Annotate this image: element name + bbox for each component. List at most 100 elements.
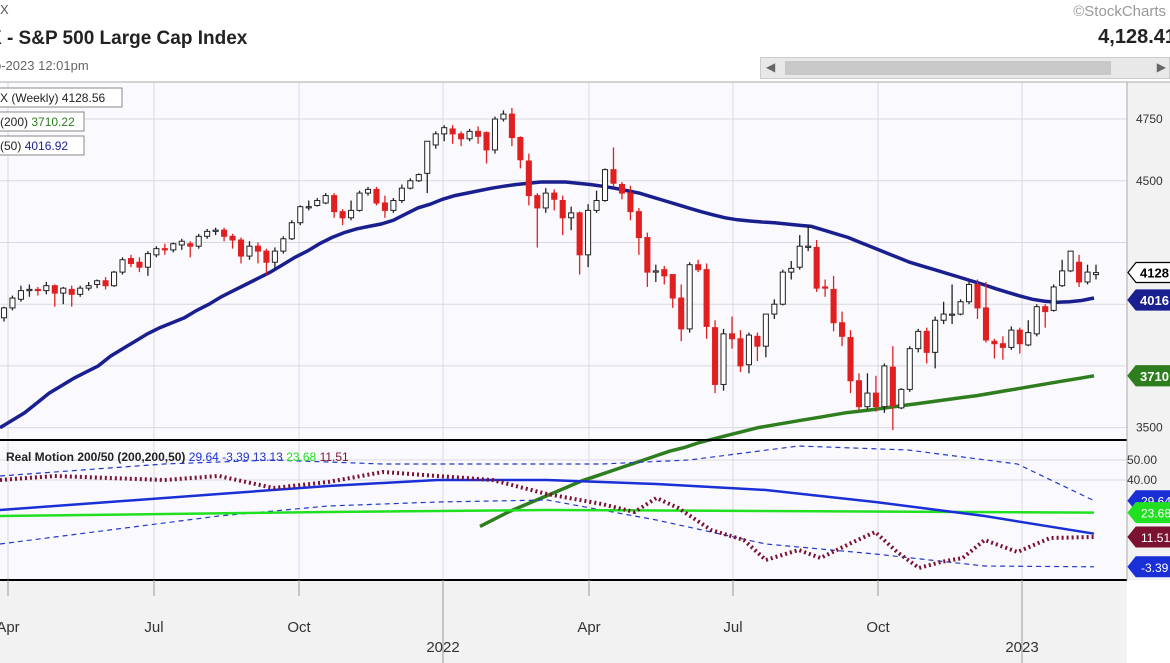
- symbol-label: X: [0, 2, 9, 17]
- candle-body: [864, 392, 871, 408]
- candle-body: [830, 288, 837, 324]
- bottom-axis-bg: [0, 580, 1127, 663]
- candle-body: [559, 200, 566, 219]
- candle-body: [508, 113, 515, 139]
- rm-green-line: [0, 508, 1095, 518]
- candle-body: [271, 250, 278, 263]
- candle-body: [940, 313, 947, 321]
- candle-body: [932, 319, 939, 353]
- candle-body: [839, 322, 846, 337]
- candle-body: [720, 333, 727, 385]
- candle-body: [678, 297, 685, 330]
- candle-body: [339, 211, 346, 219]
- scroll-left-icon[interactable]: ◀: [766, 60, 776, 74]
- legend-box: [0, 135, 85, 156]
- rm-tick-label: 50.00: [1127, 453, 1157, 467]
- candle-body: [43, 285, 50, 292]
- candle-body: [779, 271, 786, 305]
- rm-tag: [1127, 502, 1170, 524]
- rm-tag-label: 23.68: [1141, 507, 1170, 521]
- candle-body: [161, 248, 168, 251]
- candle-body: [424, 140, 431, 174]
- candle-body: [627, 192, 634, 213]
- rm-tag: [1127, 556, 1170, 578]
- candle-body: [982, 307, 989, 341]
- candle-body: [475, 130, 482, 137]
- candle-body: [542, 192, 549, 209]
- candle-body: [610, 169, 617, 184]
- candle-body: [77, 287, 84, 295]
- candle-body: [364, 188, 372, 194]
- candle-body: [144, 253, 151, 268]
- candle-body: [695, 264, 702, 271]
- candle-body: [872, 392, 879, 408]
- candle-body: [889, 366, 896, 406]
- candle-body: [618, 183, 625, 194]
- rm-tick-label: 40.00: [1127, 473, 1157, 487]
- candle-body: [51, 285, 58, 294]
- candle-body: [466, 130, 473, 140]
- candle-body: [170, 243, 177, 251]
- price-tag-label: 4128: [1140, 265, 1169, 280]
- candle-body: [796, 245, 803, 268]
- candle-body: [500, 113, 507, 120]
- scroll-thumb[interactable]: [785, 61, 1111, 75]
- candle-body: [957, 301, 964, 315]
- candle-body: [949, 313, 956, 316]
- candle-body: [1025, 332, 1032, 346]
- candle-body: [111, 271, 118, 287]
- rm-tag: [1127, 526, 1170, 548]
- candle-body: [601, 169, 609, 202]
- candle-body: [85, 285, 92, 289]
- candle-body: [314, 200, 321, 206]
- candle-body: [1092, 272, 1100, 276]
- candle-body: [237, 239, 245, 257]
- candle-body: [153, 248, 160, 256]
- candle-body: [788, 267, 795, 273]
- candle-body: [576, 212, 583, 256]
- rm-dotted-line: [0, 469, 1095, 571]
- rm-blue-line: [0, 478, 1095, 535]
- candle-body: [991, 340, 998, 345]
- candle-body: [432, 133, 439, 146]
- candle-body: [331, 195, 338, 213]
- price-panel-bg: [0, 82, 1127, 440]
- candle-body: [847, 337, 854, 382]
- x-tick-label: 2022: [426, 639, 459, 656]
- legend-ma-label: (200) 3710.22: [0, 115, 75, 129]
- candle-body: [712, 327, 719, 385]
- x-tick-label: Oct: [866, 619, 890, 636]
- candle-body: [1067, 250, 1074, 272]
- candle-body: [254, 245, 261, 252]
- x-tick-label: Apr: [577, 619, 600, 636]
- chart-header: X X - S&P 500 Large Cap Index b-2023 12:…: [0, 0, 1170, 82]
- chart-scrollbar[interactable]: ◀ ▶: [760, 57, 1170, 79]
- ma50-line: [0, 180, 1095, 430]
- legend-box: [0, 87, 123, 108]
- candle-body: [923, 330, 930, 353]
- scroll-right-icon[interactable]: ▶: [1156, 60, 1166, 74]
- candle-body: [187, 243, 194, 247]
- candle-body: [652, 270, 659, 273]
- candle-body: [322, 195, 329, 204]
- candle-body: [813, 246, 820, 289]
- candle-body: [119, 259, 126, 273]
- candle-body: [822, 286, 829, 289]
- price-tag-label: 3710: [1140, 369, 1169, 384]
- candle-body: [195, 235, 202, 247]
- candle-body: [1033, 306, 1040, 335]
- candle-body: [1042, 306, 1049, 313]
- candle-body: [305, 206, 312, 209]
- candle-body: [999, 343, 1006, 348]
- candle-body: [229, 235, 236, 241]
- candle-body: [263, 250, 270, 263]
- candle-body: [9, 297, 16, 309]
- candle-body: [1016, 329, 1023, 345]
- rm-legend: Real Motion 200/50 (200,200,50) 29.64 -3…: [6, 450, 349, 464]
- candle-body: [178, 240, 185, 246]
- candle-body: [288, 222, 295, 240]
- candle-body: [593, 200, 600, 211]
- candle-body: [212, 229, 219, 232]
- candle-body: [348, 209, 355, 219]
